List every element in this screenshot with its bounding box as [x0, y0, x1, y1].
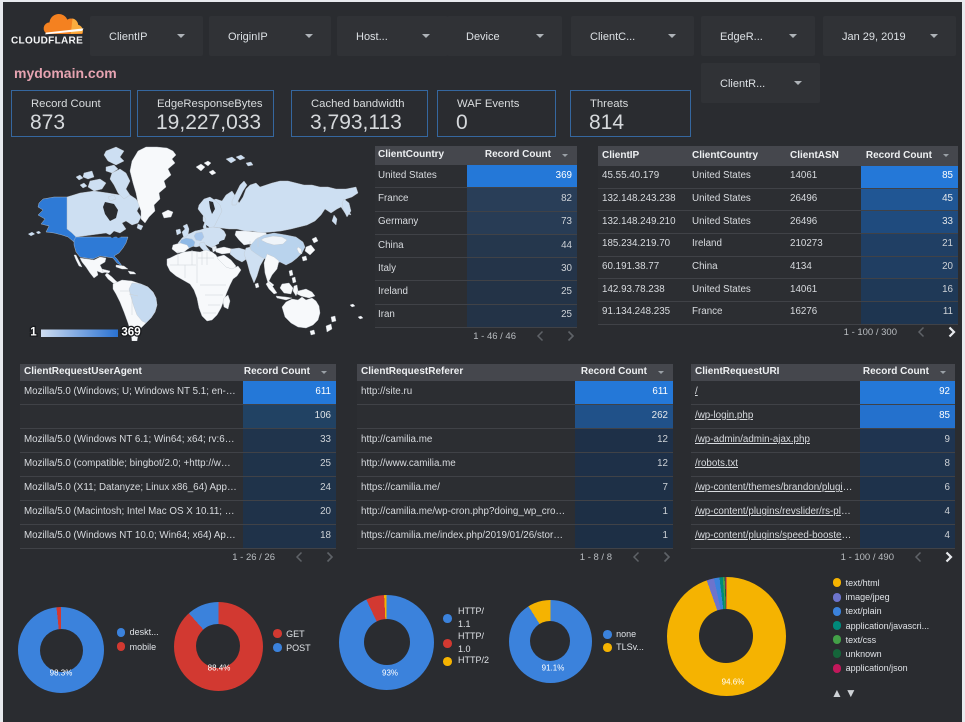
svg-text:CLOUDFLARE: CLOUDFLARE [11, 36, 83, 47]
svg-text:1: 1 [30, 327, 37, 339]
svg-text:369: 369 [121, 327, 140, 339]
